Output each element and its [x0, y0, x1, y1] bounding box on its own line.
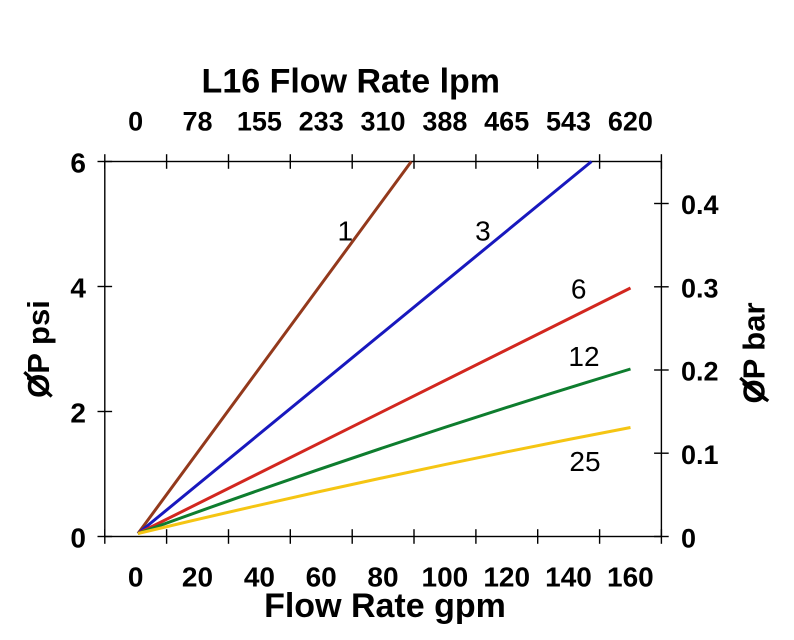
svg-text:0: 0	[128, 106, 143, 136]
svg-text:4: 4	[70, 272, 86, 303]
svg-text:120: 120	[483, 562, 530, 593]
svg-text:100: 100	[422, 562, 469, 593]
svg-text:40: 40	[244, 562, 275, 593]
svg-text:Flow Rate gpm: Flow Rate gpm	[264, 587, 506, 625]
svg-text:25: 25	[569, 446, 600, 477]
svg-text:620: 620	[608, 106, 653, 136]
svg-text:78: 78	[182, 106, 212, 136]
svg-text:0: 0	[128, 562, 144, 593]
svg-text:3: 3	[475, 216, 491, 247]
svg-text:1: 1	[338, 216, 354, 247]
svg-text:0.1: 0.1	[681, 440, 719, 470]
svg-text:140: 140	[545, 562, 592, 593]
svg-text:0.3: 0.3	[681, 274, 719, 304]
svg-text:310: 310	[360, 106, 405, 136]
svg-text:20: 20	[182, 562, 213, 593]
svg-text:160: 160	[607, 562, 654, 593]
svg-text:2: 2	[70, 397, 86, 428]
svg-text:465: 465	[484, 106, 529, 136]
svg-text:ØP bar: ØP bar	[737, 302, 772, 403]
svg-text:233: 233	[299, 106, 344, 136]
svg-text:6: 6	[571, 274, 587, 305]
svg-text:L16 Flow Rate lpm: L16 Flow Rate lpm	[202, 62, 501, 100]
svg-text:6: 6	[70, 147, 86, 178]
svg-text:12: 12	[568, 341, 599, 372]
svg-text:0.2: 0.2	[681, 357, 719, 387]
svg-text:0.4: 0.4	[681, 190, 719, 220]
svg-text:388: 388	[422, 106, 467, 136]
svg-text:543: 543	[546, 106, 591, 136]
svg-text:60: 60	[306, 562, 337, 593]
svg-text:0: 0	[70, 522, 86, 553]
svg-text:ØP psi: ØP psi	[21, 300, 56, 398]
svg-text:0: 0	[681, 523, 696, 553]
svg-text:80: 80	[367, 562, 398, 593]
svg-text:155: 155	[237, 106, 282, 136]
